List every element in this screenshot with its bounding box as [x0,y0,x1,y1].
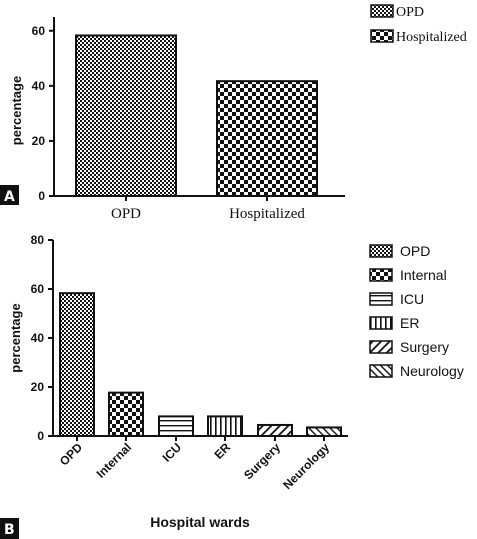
panel-b-label: B [4,522,15,538]
panel-b-y-axis-title: percentage [8,303,23,372]
panel-b-x-tick-label: Surgery [241,440,283,482]
panel-b-legend-label-surgery: Surgery [400,339,449,355]
panel-b-bar-opd [59,292,95,438]
panel-b-bar-neurology [306,426,342,437]
panel-b-x-axis-title: Hospital wards [150,514,250,530]
panel-b-x-tick-label: Neurology [280,440,332,492]
panel-b-chart: 0 20 40 60 80 percentage OPD Internal ICU ER Surge… [8,233,464,530]
panel-a-label: A [4,189,15,205]
panel-a-legend-label-opd: OPD [396,5,424,20]
panel-b-label-box [0,518,19,539]
panel-b-legend-label-neurology: Neurology [400,363,464,379]
panel-b-y-tick-label: 0 [37,429,44,443]
panel-a-legend-swatch-opd [370,4,394,18]
panel-b-legend-swatch-neurology [369,364,393,378]
panel-b-bar-surgery [257,423,293,438]
panel-b-y-tick-label: 80 [31,233,45,247]
panel-b-y-tick-label: 60 [31,282,45,296]
panel-b-bar-er [207,415,243,437]
panel-a-label-box [0,185,19,205]
panel-b-legend-swatch-internal [369,268,393,282]
panel-b-legend-swatch-er [369,316,393,330]
panel-a-x-tick-label: OPD [111,206,141,222]
panel-b-legend-label-er: ER [400,315,419,331]
panel-b-legend-label-opd: OPD [400,243,430,259]
panel-b-x-tick-label: ICU [160,440,185,465]
panel-a-x-tick-label: Hospitalized [229,206,305,222]
panel-b-x-tick-label: Internal [94,440,135,481]
panel-a-legend-swatch-hospitalized [370,29,394,43]
panel-a-y-tick-label: 40 [32,79,46,93]
panel-a-bar-opd [75,34,177,197]
panel-b-x-tick-label: ER [211,440,233,462]
panel-b-legend-swatch-surgery [369,340,393,354]
panel-a-legend-label-hospitalized: Hospitalized [396,30,467,45]
panel-b-x-tick-label: OPD [57,440,86,469]
panel-b-legend-swatch-opd [369,244,393,258]
panel-a-y-axis-title: percentage [9,76,24,145]
panel-a-y-tick-label: 60 [32,24,46,38]
panel-b-y-tick-label: 40 [31,331,45,345]
panel-a-chart: 0 20 40 60 percentage OPD Hospitalized OPD Hospi… [9,4,467,222]
panel-b-legend-label-icu: ICU [400,291,424,307]
panel-a-y-tick-label: 0 [38,189,45,203]
panel-b-legend-label-internal: Internal [400,267,447,283]
panel-b-bar-icu [158,415,194,437]
panel-b-bar-internal [108,391,144,438]
panel-a-bar-hospitalized [216,80,318,197]
panel-a-y-tick-label: 20 [32,134,46,148]
panel-b-legend-swatch-icu [369,292,393,306]
panel-b-y-tick-label: 20 [31,380,45,394]
